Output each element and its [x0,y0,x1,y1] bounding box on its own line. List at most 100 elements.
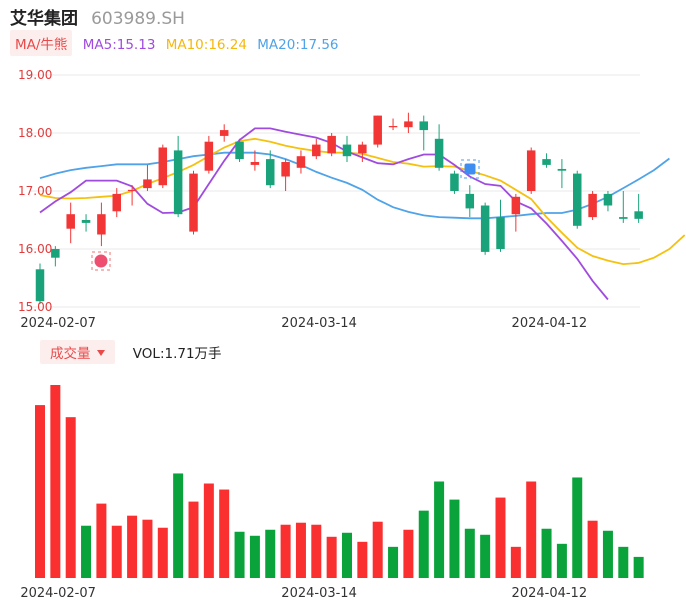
volume-bar [188,501,199,578]
candle [542,153,551,168]
candle-body [619,217,628,219]
x-tick-label: 2024-02-07 [20,586,96,601]
volume-bar [295,522,306,578]
candle-body [143,179,152,189]
candle [526,147,536,194]
volume-bar [157,527,168,578]
candle [388,118,398,131]
stock-code: 603989.SH [91,9,185,29]
candle [127,185,137,206]
candle-body [450,173,459,191]
candle [204,135,214,174]
candle [266,150,275,189]
ma5-label: MA5:15.13 [82,37,156,53]
candle-body [81,220,91,223]
x-tick-label: 2024-03-14 [281,586,357,601]
candle-body [603,193,613,206]
candle [603,191,613,212]
candle [496,199,505,252]
marker-frame [91,251,111,271]
candle [342,135,352,162]
candle-body [404,121,413,128]
candle-body [388,126,398,128]
volume-bar [602,530,613,578]
candle-body [158,147,168,186]
candle [358,141,367,162]
candle-body [358,144,367,154]
volume-bar [111,525,122,578]
volume-bar [234,531,245,578]
y-tick-label: 18.00 [18,126,52,140]
volume-bar [572,477,583,578]
candle-body [526,150,536,191]
candle-body [480,205,490,252]
candle [634,193,643,223]
candle [158,144,168,189]
volume-bar [35,405,45,578]
volume-bar [618,546,629,578]
ma5-line [39,127,609,301]
price-chart[interactable]: 19.00 18.00 17.00 16.00 15.00 2024-02-07 2024-… [0,0,686,330]
volume-bar [311,524,322,578]
volume-bar [434,481,445,578]
y-tick-label: 17.00 [18,184,52,198]
x-tick-label: 2024-04-12 [512,586,588,601]
y-tick-label: 16.00 [18,242,52,256]
candle-body [266,159,275,186]
candle [404,112,413,133]
volume-bar [142,519,153,578]
candle-body [634,211,643,219]
candle [373,115,382,148]
volume-toggle-label: 成交量 [50,346,91,362]
event-marker-icon [91,251,111,271]
volume-bar [65,417,76,578]
volume-bar [372,521,383,578]
volume-bar [510,546,521,578]
volume-bar [556,543,567,578]
candle-body [173,150,183,215]
marker-frame [460,159,480,179]
candle-body [434,138,444,168]
dropdown-caret-icon [96,350,105,356]
ma-legend: MA/牛熊 MA5:15.13 MA10:16.24 MA20:17.56 [10,30,339,56]
volume-bar [587,520,598,578]
x-tick-label: 2024-02-07 [20,316,96,330]
candle [588,191,597,220]
volume-bar [203,483,214,578]
candle [573,170,582,229]
volume-bar [633,556,644,578]
volume-bar [418,510,429,578]
candle-body [112,193,121,212]
candle [219,124,229,142]
volume-legend: 成交量 VOL:1.71万手 [40,340,222,364]
ma20-line [39,151,670,220]
candle-body [235,141,244,160]
candle [557,159,567,189]
marker-dot [94,254,108,268]
volume-bar [173,473,184,578]
x-tick-label: 2024-04-12 [512,316,588,330]
candle-body [342,144,352,157]
volume-indicator-toggle[interactable]: 成交量 [40,340,115,364]
candle [419,115,428,151]
candle-body [219,130,229,136]
candle-body [35,269,45,302]
candle [97,202,106,247]
candle [112,188,121,218]
volume-bar [326,536,337,578]
candle-body [573,173,582,226]
candle [312,138,321,160]
y-tick-label: 19.00 [18,68,52,82]
volume-bar [280,524,291,578]
candle-body [312,144,321,157]
candle-body [496,217,505,249]
candle-body [373,115,382,145]
candle-body [189,173,198,232]
info-marker-icon [460,159,480,179]
candle [619,191,628,223]
ma-bull-bear-toggle[interactable]: MA/牛熊 [10,30,73,56]
candle [465,185,475,218]
candle-body [250,162,260,165]
candle [81,214,91,232]
candle-body [127,189,137,192]
